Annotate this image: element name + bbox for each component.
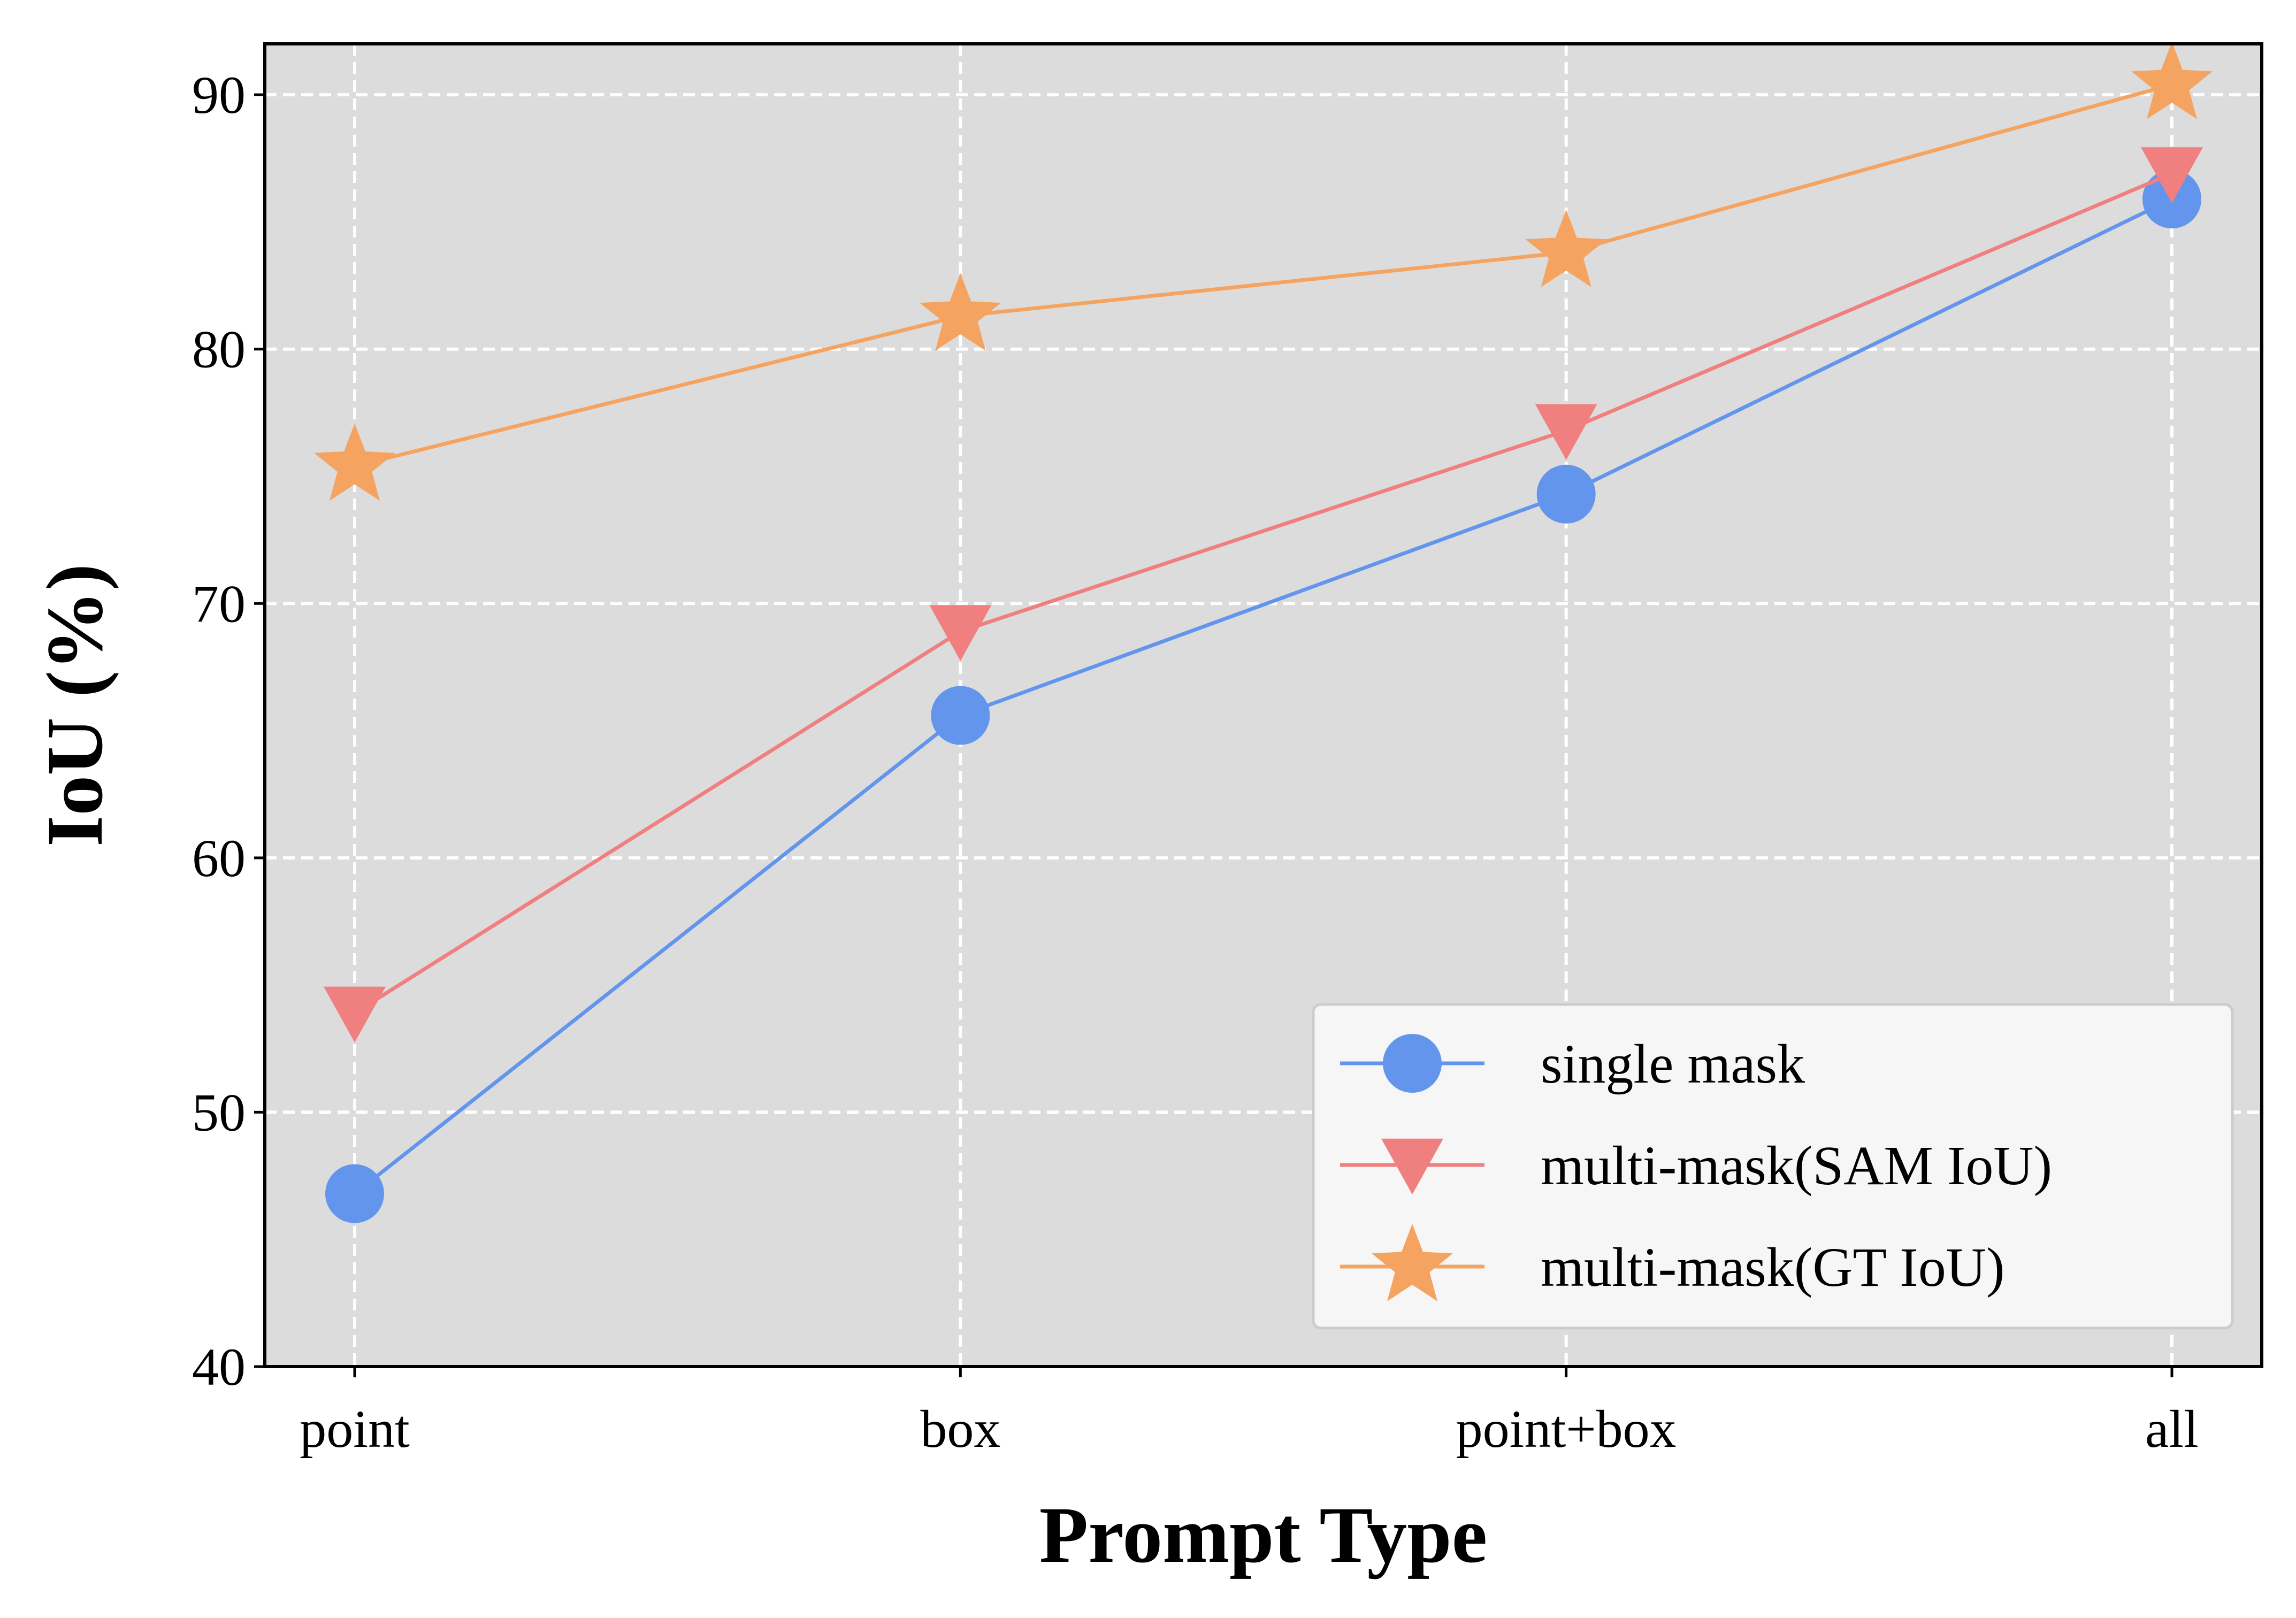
legend-box: [1312, 1003, 2234, 1330]
marker-triangle: [2141, 147, 2203, 203]
marker-circle: [1536, 464, 1596, 524]
y-tick-label: 50: [192, 1083, 246, 1142]
marker-triangle: [1535, 404, 1597, 460]
x-tick-label: box: [920, 1399, 1000, 1459]
series-layer: [313, 42, 2213, 1223]
marker-triangle: [1381, 1138, 1443, 1195]
marker-star: [920, 273, 1001, 351]
y-tick-label: 40: [192, 1337, 246, 1397]
marker-triangle: [929, 605, 992, 661]
marker-star: [1525, 210, 1607, 287]
series-line: [354, 172, 2173, 1015]
y-tick-label: 70: [192, 574, 246, 633]
y-tick-label: 90: [192, 65, 246, 125]
y-axis-title: IoU (%): [30, 564, 119, 847]
legend: single mask multi-mask(SAM IoU) multi-mask…: [1312, 1003, 2234, 1330]
y-tick-label: 80: [192, 320, 246, 379]
legend-label: multi-mask(SAM IoU): [1541, 1135, 2052, 1197]
marker-triangle: [324, 986, 386, 1043]
x-tick-label: point+box: [1456, 1399, 1677, 1459]
x-axis-title: Prompt Type: [1039, 1491, 1488, 1579]
y-tick-label: 60: [192, 829, 246, 888]
plot-frame: [263, 42, 2263, 1368]
series-line: [354, 82, 2172, 468]
series-3: [313, 42, 2213, 501]
axes: 40 50 60 70 80 90 point box point+box all: [192, 65, 2199, 1459]
marker-circle: [1383, 1034, 1442, 1093]
series-line: [353, 197, 2173, 1195]
marker-star: [313, 423, 396, 501]
marker-circle: [325, 1164, 384, 1223]
marker-star: [1371, 1224, 1453, 1301]
series-2: [324, 147, 2203, 1043]
legend-label: multi-mask(GT IoU): [1541, 1237, 2005, 1298]
marker-star: [2131, 42, 2213, 119]
legend-item: multi-mask(SAM IoU): [1340, 1135, 2052, 1197]
x-tick-label: point: [300, 1399, 410, 1459]
marker-circle: [931, 686, 990, 745]
x-tick-label: all: [2145, 1399, 2199, 1459]
legend-item: multi-mask(GT IoU): [1340, 1224, 2005, 1301]
legend-label: single mask: [1541, 1033, 1805, 1095]
legend-item: single mask: [1340, 1033, 1805, 1095]
